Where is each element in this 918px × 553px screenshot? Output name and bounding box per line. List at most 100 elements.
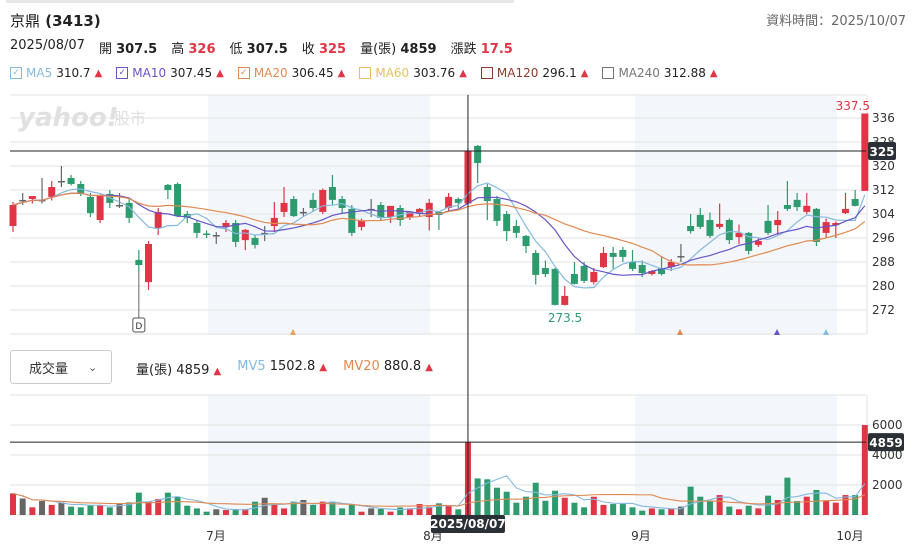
volume-bar: [416, 504, 423, 515]
volume-bar: [736, 509, 742, 515]
candle: [19, 199, 27, 202]
candle: [774, 220, 782, 226]
volume-bar: [861, 425, 868, 515]
volume-bar: [116, 504, 123, 515]
candle: [396, 208, 404, 220]
ma-value: 307.45: [170, 66, 213, 80]
volume-indicator-select[interactable]: 成交量 ⌄: [10, 350, 112, 384]
checkbox[interactable]: ✓: [237, 67, 250, 79]
candle: [638, 265, 646, 274]
ma-legend-ma10[interactable]: ✓ MA10 307.45 ▲: [116, 66, 224, 80]
volume-bar: [803, 496, 810, 515]
candle: [570, 274, 578, 284]
ma-name: MA60: [375, 66, 410, 80]
candle: [48, 187, 56, 197]
signal-marker: [774, 329, 780, 335]
volume-bar: [658, 509, 665, 515]
candle: [609, 253, 617, 257]
candle: [28, 196, 36, 199]
volume-bar: [619, 504, 626, 515]
price-tick-label: 320: [872, 159, 895, 173]
volume-bar: [435, 503, 442, 515]
ma-legend-ma5[interactable]: ✓ MA5 310.7 ▲: [10, 66, 102, 80]
volume-bar: [832, 502, 839, 515]
candle: [735, 232, 743, 238]
volume-tick-label: 4000: [872, 448, 903, 462]
volume-bar: [319, 501, 326, 515]
volume-bar: [513, 502, 520, 515]
candle: [851, 199, 859, 206]
ma-legend: ✓ MA5 310.7 ▲ ✓ MA10 307.45 ▲ ✓ MA20 306.45 ▲ MA60 30…: [10, 66, 718, 80]
candle: [716, 223, 724, 227]
volume-bar: [484, 479, 491, 515]
volume-bar: [77, 507, 84, 515]
checkbox[interactable]: [480, 67, 493, 79]
volume-bar: [842, 495, 849, 515]
volume-bar: [106, 507, 113, 515]
price-tick-label: 272: [872, 303, 895, 317]
candle: [203, 233, 211, 235]
yahoo-logo-watermark: yahoo!: [18, 103, 119, 133]
up-triangle-icon: ▲: [709, 67, 718, 79]
candle: [125, 202, 133, 218]
up-triangle-icon: ▲: [319, 362, 328, 373]
candle: [745, 232, 753, 251]
volume-bar: [581, 507, 588, 515]
ma-name: MA5: [26, 66, 53, 80]
candle: [754, 241, 762, 245]
checkbox[interactable]: [602, 67, 615, 79]
price-tick-label: 336: [872, 111, 895, 125]
volume-bar: [706, 500, 713, 515]
candle: [532, 253, 540, 275]
ohlc-high: 高 326: [171, 42, 216, 57]
volume-bar: [193, 508, 200, 515]
volume-bar: [755, 508, 762, 515]
ohlc-change: 漲跌 17.5: [450, 42, 513, 57]
ohlc-row: 2025/08/07 開 307.5 高 326 低 307.5 收 325 量…: [10, 38, 513, 57]
checkbox[interactable]: [359, 67, 372, 79]
volume-tick-label: 2000: [872, 478, 903, 492]
mv20-line: [12, 492, 866, 507]
volume-bar: [155, 498, 162, 515]
volume-bar: [203, 511, 210, 515]
checkbox[interactable]: ✓: [10, 67, 22, 79]
volume-bar: [552, 490, 559, 515]
candle: [299, 211, 307, 214]
volume-bar: [348, 504, 355, 515]
ma-value: 306.45: [291, 66, 334, 80]
candle: [416, 208, 424, 214]
checkbox[interactable]: ✓: [116, 67, 129, 79]
volume-bar: [494, 487, 500, 515]
candle: [135, 259, 143, 265]
candle: [387, 205, 395, 217]
candle: [512, 226, 520, 233]
candle: [764, 220, 772, 233]
crosshair-price-badge: [868, 142, 896, 160]
candle: [86, 196, 94, 214]
price-tick-label: 296: [872, 231, 895, 245]
ma20-line: [12, 192, 866, 266]
volume-bar: [300, 500, 307, 515]
volume-bar: [377, 509, 384, 515]
ma-value: 296.1: [542, 66, 577, 80]
candle: [658, 268, 666, 274]
ma-legend-ma120[interactable]: MA120 296.1 ▲: [480, 66, 588, 80]
ma-legend-ma60[interactable]: MA60 303.76 ▲: [359, 66, 467, 80]
period-high-label: 337.5: [836, 99, 870, 113]
volume-bar: [590, 496, 597, 515]
candle: [251, 238, 259, 245]
volume-bar: [310, 504, 317, 515]
ma-legend-ma240[interactable]: MA240 312.88 ▲: [602, 66, 718, 80]
volume-bar: [164, 492, 171, 515]
candle: [9, 205, 17, 226]
volume-bar: [329, 501, 336, 515]
volume-bar: [97, 504, 104, 515]
candle: [629, 262, 637, 269]
volume-bar: [610, 504, 617, 515]
volume-select-label: 成交量: [29, 361, 69, 377]
candle: [212, 235, 220, 237]
ma-legend-ma20[interactable]: ✓ MA20 306.45 ▲: [237, 66, 345, 80]
yahoo-logo-watermark-text: 股市: [114, 109, 146, 128]
price-tick-label: 304: [872, 207, 895, 221]
